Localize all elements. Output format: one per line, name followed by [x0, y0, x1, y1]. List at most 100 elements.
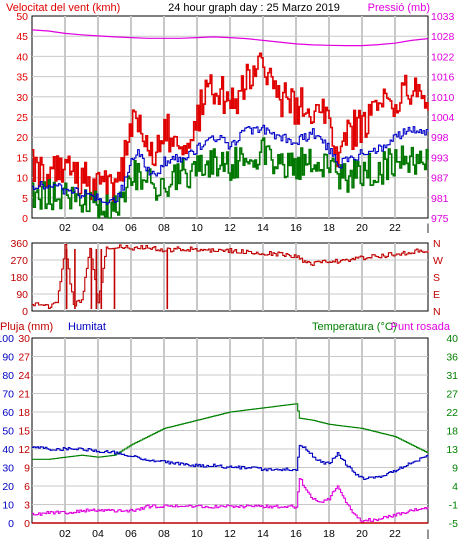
- temp-axis-tick-label: -1: [449, 500, 458, 512]
- rain-x-tick-label: 14: [257, 528, 269, 540]
- temp-axis-tick-label: 4: [452, 481, 458, 493]
- dewpoint-label: Punt rosada: [391, 321, 451, 333]
- rain-x-tick-label: 12: [224, 528, 236, 540]
- pressure-axis-tick-label: 1010: [431, 92, 455, 104]
- rain-axis-tick-label: 21: [18, 389, 30, 401]
- wind-x-tick-label: 20: [356, 222, 368, 234]
- humidity-axis-tick-label: 50: [2, 426, 14, 438]
- wind-x-tick-label: 06: [125, 222, 137, 234]
- pressure-axis-tick-label: 1028: [431, 31, 455, 43]
- humidity-axis-tick-label: 0: [8, 518, 14, 530]
- rain-x-tick-label: 06: [125, 528, 137, 540]
- wind-axis-tick-label: 25: [16, 112, 28, 124]
- humidity-axis-tick-label: 90: [2, 352, 14, 364]
- rain-x-tick-label: 22: [389, 528, 401, 540]
- wind-axis-tick-label: 5: [22, 193, 28, 205]
- humidity-axis-tick-label: 70: [2, 389, 14, 401]
- wind-x-tick-label: 10: [191, 222, 203, 234]
- direction-axis-tick-label: 180: [10, 272, 28, 284]
- wind-x-tick-label: 22: [389, 222, 401, 234]
- wind-axis-tick-label: 20: [16, 132, 28, 144]
- avg-wind-line: [32, 137, 429, 219]
- gust-line: [32, 52, 429, 206]
- wind-x-tick-label: 12: [224, 222, 236, 234]
- rain-axis-tick-label: 30: [18, 333, 30, 345]
- wind-x-end-tick: |: [427, 222, 430, 234]
- graph-title: 24 hour graph day : 25 Marzo 2019: [168, 2, 340, 14]
- wind-speed-label: Velocitat del vent (kmh): [6, 2, 120, 14]
- compass-axis-tick-label: S: [433, 272, 440, 284]
- pressure-axis-tick-label: 1016: [431, 72, 455, 84]
- wind-x-tick-label: 16: [290, 222, 302, 234]
- rain-x-tick-label: 18: [323, 528, 335, 540]
- rain-axis-tick-label: 27: [18, 352, 30, 364]
- humidity-line: [32, 444, 429, 480]
- temp-axis-tick-label: 22: [446, 407, 458, 419]
- wind-axis-tick-label: 15: [16, 152, 28, 164]
- rain-axis-tick-label: 0: [24, 518, 30, 530]
- wind-x-tick-label: 04: [92, 222, 104, 234]
- rain-axis-tick-label: 6: [24, 481, 30, 493]
- pressure-axis-tick-label: 993: [431, 152, 449, 164]
- direction-axis-tick-label: 360: [10, 238, 28, 250]
- pressure-axis-tick-label: 981: [431, 193, 449, 205]
- wind-axis-tick-label: 50: [16, 11, 28, 23]
- direction-axis-tick-label: 90: [16, 289, 28, 301]
- humidity-axis-tick-label: 30: [2, 463, 14, 475]
- pressure-line: [31, 29, 429, 47]
- rain-axis-tick-label: 24: [18, 370, 30, 382]
- rain-axis-tick-label: 9: [24, 463, 30, 475]
- wind-axis-tick-label: 35: [16, 72, 28, 84]
- humidity-axis-tick-label: 80: [2, 370, 14, 382]
- pressure-axis-tick-label: 1033: [431, 11, 455, 23]
- rain-axis-tick-label: 18: [18, 407, 30, 419]
- pressure-axis-tick-label: 987: [431, 173, 449, 185]
- pressure-label: Pressió (mb): [368, 2, 430, 14]
- rain-axis-tick-label: 15: [18, 426, 30, 438]
- pressure-axis-tick-label: 1022: [431, 51, 455, 63]
- humidity-axis-tick-label: 10: [2, 500, 14, 512]
- temp-axis-tick-label: 9: [452, 463, 458, 475]
- wind-axis-tick-label: 30: [16, 92, 28, 104]
- rain-x-tick-label: 16: [290, 528, 302, 540]
- humidity-axis-tick-label: 60: [2, 407, 14, 419]
- temp-axis-tick-label: 31: [446, 370, 458, 382]
- rain-x-tick-label: 04: [92, 528, 104, 540]
- temp-axis-tick-label: 40: [446, 333, 458, 345]
- humidity-axis-tick-label: 100: [0, 333, 14, 345]
- direction-axis-tick-label: 270: [10, 255, 28, 267]
- humidity-axis-tick-label: 40: [2, 444, 14, 456]
- rain-axis-tick-label: 12: [18, 444, 30, 456]
- rain-x-tick-label: 20: [356, 528, 368, 540]
- compass-axis-tick-label: E: [433, 289, 440, 301]
- temp-axis-tick-label: 27: [446, 389, 458, 401]
- humidity-label: Humitat: [68, 321, 106, 333]
- wind-axis-tick-label: 40: [16, 51, 28, 63]
- rain-x-tick-label: 08: [158, 528, 170, 540]
- wind-axis-tick-label: 0: [22, 213, 28, 225]
- compass-axis-tick-label: N: [433, 238, 441, 250]
- pressure-axis-tick-label: 998: [431, 132, 449, 144]
- wind-axis-tick-label: 10: [16, 173, 28, 185]
- temperature-line: [32, 403, 429, 460]
- wind-x-tick-label: 08: [158, 222, 170, 234]
- temperature-label: Temperatura (°C): [312, 321, 396, 333]
- rain-x-end-tick: |: [427, 528, 430, 540]
- temp-axis-tick-label: 18: [446, 426, 458, 438]
- humidity-axis-tick-label: 20: [2, 481, 14, 493]
- wind-x-tick-label: 18: [323, 222, 335, 234]
- wind-x-tick-label: 02: [59, 222, 71, 234]
- wind-x-tick-label: 14: [257, 222, 269, 234]
- wind-speed-line: [32, 124, 429, 205]
- temp-axis-tick-label: 13: [446, 444, 458, 456]
- direction-axis-tick-label: 0: [22, 306, 28, 318]
- rain-label: Pluja (mm): [0, 321, 53, 333]
- rain-axis-tick-label: 3: [24, 500, 30, 512]
- pressure-axis-tick-label: 1004: [431, 112, 455, 124]
- rain-x-tick-label: 10: [191, 528, 203, 540]
- pressure-axis-tick-label: 975: [431, 213, 449, 225]
- temp-axis-tick-label: -5: [449, 518, 458, 530]
- temp-axis-tick-label: 36: [446, 352, 458, 364]
